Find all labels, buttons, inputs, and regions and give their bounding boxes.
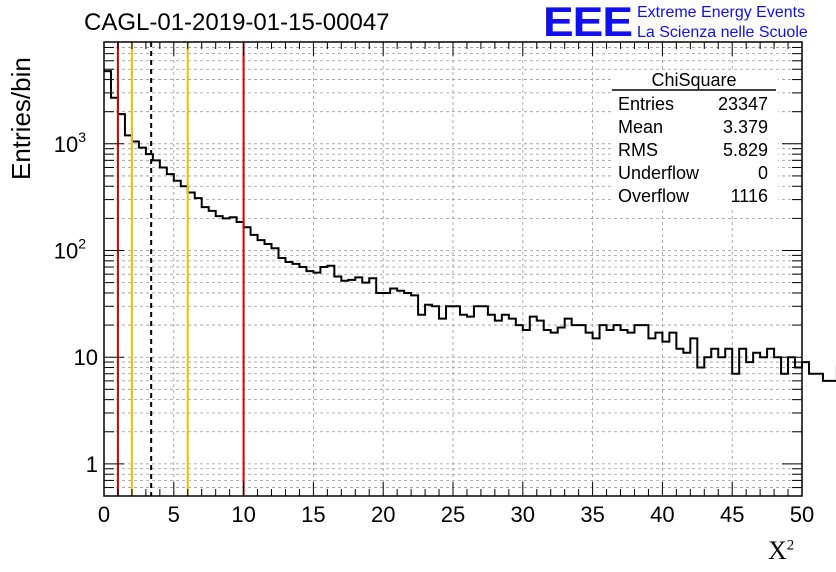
histogram-step — [104, 70, 836, 382]
x-axis-label: X2 — [768, 536, 794, 566]
x-tick-label: 40 — [650, 502, 674, 527]
x-tick-label: 45 — [720, 502, 744, 527]
logo-line-1: Extreme Energy Events — [637, 4, 806, 21]
stats-background — [612, 70, 778, 210]
stats-label: Overflow — [618, 186, 690, 206]
x-axis-label-base: X — [768, 536, 787, 565]
stats-title: ChiSquare — [651, 70, 736, 90]
x-axis-label-sup: 2 — [786, 537, 795, 554]
stats-value: 23347 — [718, 94, 768, 114]
stats-label: Underflow — [618, 163, 700, 183]
x-tick-label: 25 — [441, 502, 465, 527]
stats-label: Mean — [618, 117, 663, 137]
x-tick-label: 10 — [231, 502, 255, 527]
stats-label: Entries — [618, 94, 674, 114]
stats-value: 0 — [758, 163, 768, 183]
x-tick-label: 50 — [790, 502, 814, 527]
x-tick-label: 20 — [371, 502, 395, 527]
stats-value: 5.829 — [723, 140, 768, 160]
x-tick-label: 30 — [511, 502, 535, 527]
eee-logo: EEE — [543, 0, 633, 46]
y-tick-label: 1 — [86, 452, 98, 477]
y-tick-label: 102 — [54, 236, 86, 264]
histogram — [104, 70, 836, 382]
stats-value: 3.379 — [723, 117, 768, 137]
axis-ticks: 0 5 10 15 20 25 30 35 40 45 50 1 10 102 103 — [54, 41, 814, 527]
reference-lines — [116, 42, 245, 496]
logo-line-2: La Scienza nelle Scuole — [637, 24, 808, 41]
x-tick-label: 0 — [98, 502, 110, 527]
x-tick-label: 15 — [301, 502, 325, 527]
stats-label: RMS — [618, 140, 658, 160]
stats-value: 1116 — [731, 186, 768, 206]
y-tick-label: 103 — [54, 129, 86, 157]
x-tick-label: 5 — [168, 502, 180, 527]
y-tick-label: 10 — [74, 345, 98, 370]
stats-box: ChiSquare Entries 23347 Mean 3.379 RMS 5.829 Un… — [612, 70, 778, 210]
chart-title: CAGL-01-2019-01-15-00047 — [84, 9, 390, 36]
x-tick-label: 35 — [580, 502, 604, 527]
